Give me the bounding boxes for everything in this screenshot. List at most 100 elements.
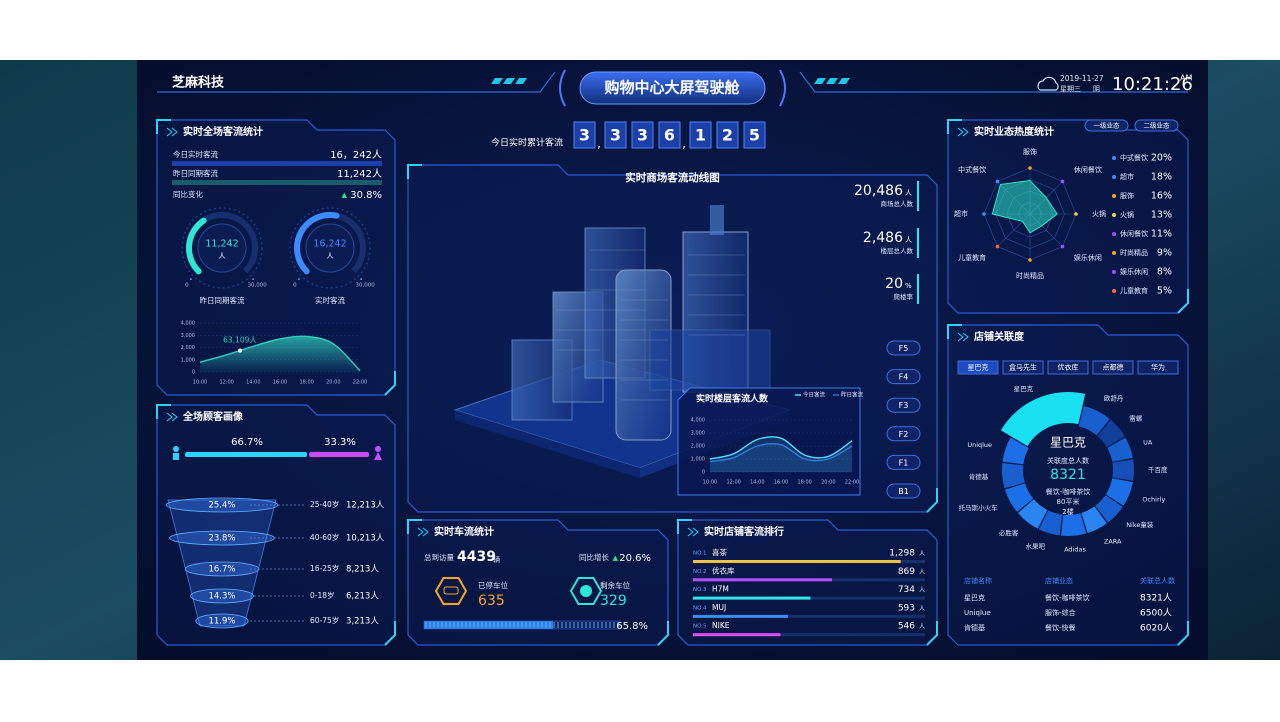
parked-label: 已停车位	[478, 580, 508, 590]
stat-accent	[917, 181, 919, 211]
tab-label[interactable]: 优衣库	[1058, 363, 1079, 372]
gauge-ring	[181, 207, 263, 289]
funnel-age: 60-75岁	[310, 615, 339, 625]
annotation-dot	[238, 348, 242, 353]
donut-segment	[1107, 437, 1133, 462]
floor-button[interactable]	[886, 426, 921, 442]
digit-separator: ,	[597, 137, 601, 151]
radar-axis-label: 娱乐休闲	[1074, 253, 1102, 262]
donut-label: Adidas	[1064, 546, 1086, 554]
tab-label[interactable]: 点都德	[1103, 363, 1124, 372]
rank-bar	[693, 560, 901, 563]
gauge-tick	[252, 278, 255, 281]
floor-label[interactable]: F4	[899, 373, 909, 382]
tab-label[interactable]: 二级业态	[1144, 121, 1171, 130]
row-value: 16，242人	[330, 149, 382, 161]
y-tick-label: 1,000	[691, 457, 705, 463]
donut-label: Nike童装	[1126, 520, 1154, 529]
funnel-layer	[195, 613, 249, 629]
tab-label[interactable]: 星巴克	[968, 364, 989, 372]
inner-chart-title: 实时楼层客流人数	[696, 393, 769, 405]
x-tick-label: 18:00	[299, 380, 313, 386]
tab[interactable]	[1137, 360, 1179, 375]
gender-label: 66.7%	[231, 437, 263, 448]
table-header: 店铺业态	[1045, 576, 1073, 585]
area-fill	[200, 336, 360, 372]
floor-button[interactable]	[886, 369, 921, 385]
header-decoration	[157, 69, 1188, 107]
funnel-age: 40-60岁	[310, 532, 339, 542]
digit-box	[604, 121, 627, 149]
x-tick-label: 20:00	[821, 480, 835, 486]
gauge-tick-label: 0	[293, 283, 297, 289]
gauge-tick-label: 30,000	[247, 283, 267, 289]
legend-dot	[1112, 270, 1116, 274]
unit: 人	[919, 587, 925, 594]
panel-title: 实时商场客流动线图	[625, 171, 720, 184]
legend-dot	[1112, 251, 1116, 255]
rank-track	[693, 633, 925, 637]
legend-value: 9%	[1157, 248, 1172, 259]
panel-title: 店铺关联度	[974, 330, 1025, 343]
tab[interactable]	[1047, 360, 1089, 375]
legend-dot	[1112, 232, 1116, 236]
female-icon	[374, 452, 382, 460]
stat-unit: 人	[905, 236, 912, 244]
tab[interactable]	[957, 360, 999, 375]
digit-box	[716, 121, 739, 149]
floor-label[interactable]: F1	[899, 458, 909, 467]
legend-dot	[1112, 194, 1116, 198]
legend-name: 超市	[1120, 172, 1134, 181]
donut-category: 餐饮-咖啡茶饮	[1046, 487, 1091, 496]
title-marker	[417, 527, 429, 537]
row-label: 昨日同期客流	[173, 168, 218, 178]
radar-axis-dot	[982, 212, 986, 216]
floor-button[interactable]	[886, 340, 921, 356]
floor-label[interactable]: F2	[899, 430, 909, 439]
rank: NO.1	[693, 551, 706, 557]
tab[interactable]	[1084, 119, 1129, 132]
tab[interactable]	[1134, 119, 1179, 132]
tab[interactable]	[1002, 360, 1044, 375]
radar-axis-label: 服饰	[1023, 147, 1037, 156]
donut-segment	[1017, 499, 1048, 529]
row-value: 11,242人	[337, 168, 382, 180]
panel-corner	[156, 404, 396, 646]
gauge-unit: 人	[327, 252, 334, 260]
tab-label[interactable]: 盒马先生	[1009, 363, 1037, 372]
floor-button[interactable]	[886, 397, 921, 413]
donut-area: 80平米	[1057, 497, 1080, 506]
header-line	[157, 71, 556, 93]
total-value: 4439	[457, 549, 496, 565]
floor-label[interactable]: F3	[899, 401, 909, 410]
brand: 芝麻科技	[172, 75, 225, 91]
title-marker	[687, 527, 699, 537]
store-name: H7M	[712, 585, 729, 594]
x-tick-label: 10:00	[193, 380, 207, 386]
gauge-value	[294, 212, 340, 275]
tab[interactable]	[1092, 360, 1134, 375]
donut-label: Uniqlue	[967, 441, 992, 449]
tab-label[interactable]: 一级业态	[1094, 121, 1121, 130]
funnel-percent: 16.7%	[208, 565, 235, 575]
table-cell: 6500人	[1140, 608, 1172, 619]
rank-bar	[693, 633, 781, 637]
panel-title: 实时全场客流统计	[183, 125, 263, 138]
floor-label[interactable]: F5	[899, 344, 909, 353]
change-arrow: ▲	[342, 191, 348, 199]
donut-label: 必胜客	[999, 528, 1019, 537]
rank-bar	[693, 614, 788, 618]
table-cell: Uniqlue	[964, 609, 991, 617]
funnel-age: 25-40岁	[310, 499, 339, 509]
y-tick-label: 4,000	[181, 321, 195, 327]
page-title: 购物中心大屏驾驶舱	[604, 79, 740, 97]
floor-button[interactable]	[886, 483, 921, 499]
tab-label[interactable]: 华为	[1151, 363, 1165, 372]
panel-title: 全场顾客画像	[182, 410, 244, 423]
store-value: 869	[898, 567, 915, 577]
y-tick-label: 4,000	[691, 418, 705, 424]
floor-label[interactable]: B1	[898, 487, 909, 496]
floor-button[interactable]	[886, 454, 921, 470]
legend-dot	[1112, 156, 1116, 160]
